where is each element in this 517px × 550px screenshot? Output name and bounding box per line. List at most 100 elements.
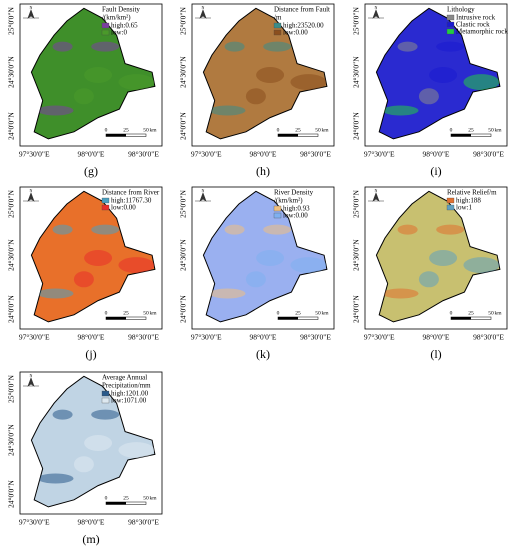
texture-patch	[290, 74, 327, 91]
latitude-label: 24°30'0"N	[7, 239, 16, 271]
legend-label: low:1071.00	[111, 397, 147, 405]
map-panel: N Distance from Riverhigh:11767.30low:0.0…	[7, 186, 163, 361]
map-texture	[37, 41, 155, 116]
scale-label: km	[321, 310, 329, 316]
latitude-label: 24°30'0"N	[352, 239, 361, 271]
map-title: Average Annual	[102, 374, 147, 382]
texture-patch	[436, 224, 465, 235]
legend-label: low:0	[111, 29, 127, 37]
north-arrow	[23, 377, 39, 387]
texture-patch	[382, 288, 419, 299]
longitude-label: 97°30'0"E	[19, 518, 50, 527]
longitude-label: 98°0'0"E	[423, 150, 450, 159]
north-arrow	[23, 192, 39, 202]
texture-patch	[263, 224, 292, 235]
map-texture	[37, 409, 155, 484]
texture-patch	[290, 257, 327, 274]
latitude-label: 25°0'0"N	[179, 7, 188, 35]
north-label: N	[30, 5, 33, 10]
scale-label: 0	[105, 495, 108, 501]
legend-swatch	[446, 204, 455, 211]
texture-patch	[429, 67, 458, 83]
texture-patch	[91, 224, 120, 235]
map-texture	[382, 224, 500, 299]
panel-label: (m)	[82, 532, 99, 546]
texture-patch	[118, 442, 155, 459]
texture-patch	[91, 409, 120, 420]
map-texture	[209, 41, 327, 116]
scale-label: km	[494, 310, 502, 316]
texture-patch	[418, 88, 439, 105]
longitude-label: 98°0'0"E	[250, 333, 277, 342]
panel-label: (h)	[256, 164, 270, 178]
scale-bar-fill	[451, 317, 471, 320]
legend-label: high:0.93	[283, 205, 310, 213]
texture-patch	[52, 224, 73, 235]
latitude-label: 25°0'0"N	[7, 7, 16, 35]
scale-bar-fill	[278, 317, 298, 320]
scale-label: 0	[450, 127, 453, 133]
texture-patch	[263, 41, 292, 52]
map-title: /(km/km²)	[274, 197, 303, 205]
longitude-label: 97°30'0"E	[19, 150, 50, 159]
texture-patch	[37, 105, 74, 116]
north-label: N	[30, 373, 33, 378]
scale-label: 25	[123, 127, 129, 133]
texture-patch	[397, 41, 418, 52]
map-panel: N Distance from Fault/mhigh:23520.00low:0…	[179, 3, 335, 178]
texture-patch	[73, 456, 94, 473]
legend-label: Metamorphic rock	[456, 28, 508, 36]
latitude-label: 25°0'0"N	[7, 375, 16, 403]
legend-swatch	[101, 397, 110, 404]
legend-swatch	[273, 29, 282, 36]
texture-patch	[382, 105, 419, 116]
latitude-label: 24°0'0"N	[7, 112, 16, 140]
north-label: N	[202, 5, 205, 10]
map-title: /(km/km²)	[102, 14, 131, 22]
texture-patch	[84, 67, 113, 83]
scale-label: 50	[315, 310, 321, 316]
texture-patch	[463, 74, 500, 91]
legend-label: low:0.00	[283, 212, 308, 220]
north-arrow	[368, 9, 384, 19]
legend-label: high:0.65	[111, 22, 138, 30]
texture-patch	[224, 224, 245, 235]
legend-label: low:0.00	[283, 29, 308, 37]
map-title: Distance from Fault	[274, 6, 330, 14]
latitude-label: 24°0'0"N	[352, 295, 361, 323]
legend-swatch	[446, 14, 455, 21]
scale-bar-fill	[106, 502, 126, 505]
map-title: River Density	[274, 189, 314, 197]
latitude-label: 24°0'0"N	[179, 112, 188, 140]
panel-label: (k)	[256, 347, 270, 361]
scale-label: 25	[468, 310, 474, 316]
map-title: Lithology	[447, 6, 475, 14]
scale-label: km	[149, 495, 157, 501]
scale-label: 25	[468, 127, 474, 133]
legend-label: high:11767.30	[111, 197, 152, 205]
texture-patch	[397, 224, 418, 235]
north-label: N	[375, 5, 378, 10]
scale-label: km	[494, 127, 502, 133]
legend-label: low:0.00	[111, 204, 136, 212]
texture-patch	[256, 67, 285, 83]
map-texture	[209, 224, 327, 299]
north-label: N	[202, 188, 205, 193]
legend-label: low:1	[456, 204, 472, 212]
longitude-label: 98°30'0"E	[128, 518, 159, 527]
latitude-label: 25°0'0"N	[352, 7, 361, 35]
texture-patch	[118, 257, 155, 274]
texture-patch	[118, 74, 155, 91]
texture-patch	[52, 41, 73, 52]
map-title: /m	[274, 14, 282, 22]
texture-patch	[91, 41, 120, 52]
longitude-label: 98°0'0"E	[78, 333, 105, 342]
map-title: Relative Relief/m	[447, 189, 497, 197]
latitude-label: 24°0'0"N	[179, 295, 188, 323]
scale-label: km	[149, 127, 157, 133]
north-arrow	[195, 9, 211, 19]
texture-patch	[418, 271, 439, 288]
